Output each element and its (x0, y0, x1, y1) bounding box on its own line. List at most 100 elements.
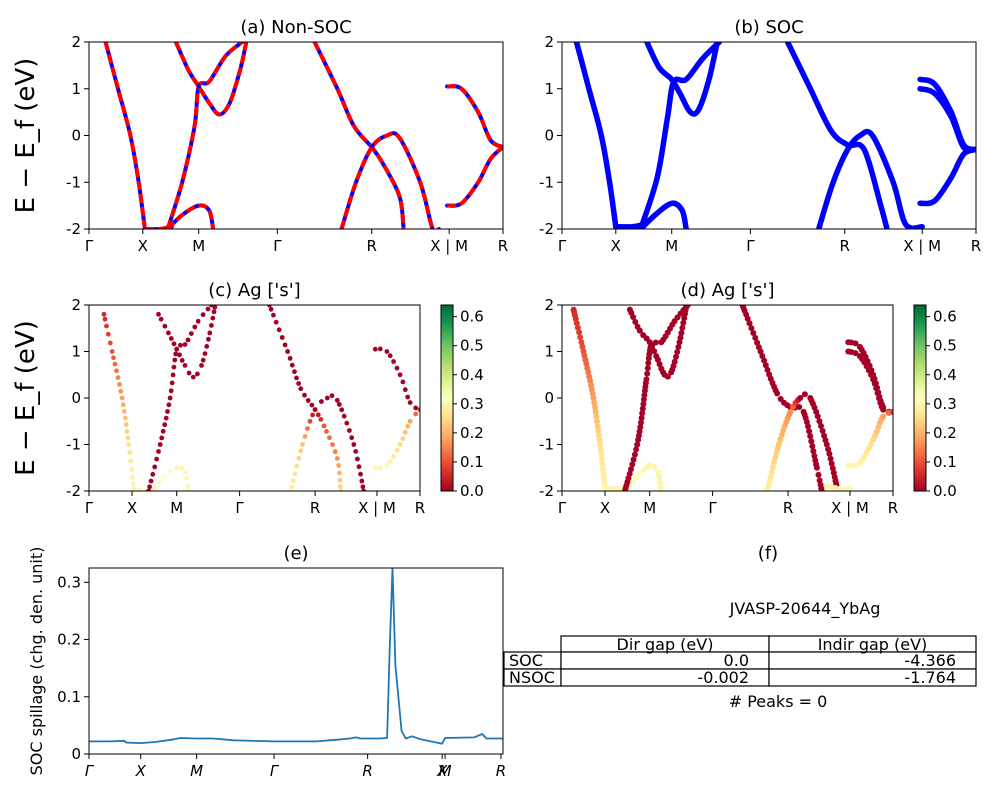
y-tick-label: 2 (544, 33, 554, 51)
band-point (210, 315, 216, 321)
band-point (821, 432, 828, 439)
band-point (677, 334, 684, 341)
band-point (120, 402, 126, 408)
band-point (640, 396, 647, 403)
band-point (656, 473, 663, 480)
band-point (632, 318, 639, 325)
band-point (294, 463, 300, 469)
band-point (119, 395, 125, 401)
y-tick-label: 2 (71, 33, 81, 51)
band-point (640, 401, 647, 407)
band-point (768, 469, 775, 476)
band-line (637, 200, 689, 229)
band-point (337, 484, 343, 489)
y-tick-label: 1 (544, 80, 554, 98)
band-point (195, 318, 201, 324)
band-point (808, 438, 815, 445)
x-tick-label: X | M (903, 237, 941, 255)
x-tick-label: Γ (85, 237, 94, 255)
band-point (868, 371, 875, 378)
band-point (787, 408, 794, 415)
band-point (814, 413, 821, 420)
band-point (678, 330, 685, 336)
band-line-overlay (174, 42, 249, 117)
band-point (683, 305, 690, 311)
band-point (294, 375, 299, 381)
band-point (296, 455, 302, 461)
band-point (131, 486, 137, 491)
band-point (590, 395, 597, 401)
x-tick-label: X | M (831, 499, 869, 517)
band-point (806, 428, 813, 435)
band-line (917, 86, 976, 153)
colorbar-tick-label: 0.4 (460, 366, 484, 384)
band-point (165, 409, 170, 414)
panel-d: 0.0 0.1 0.2 0.3 0.4 0.5 0.6 -2 -1 0 1 2 Γ X M Γ R X | M R (… (539, 280, 957, 517)
band-point (310, 412, 315, 418)
colorbar-tick-label: 0.0 (460, 482, 484, 500)
band-point (633, 446, 640, 453)
x-tick-label: X (600, 499, 610, 517)
band-point (598, 451, 605, 458)
band-point (880, 406, 887, 413)
x-tick-label: Γ (558, 237, 567, 255)
x-tick-label: R (362, 762, 372, 780)
band-point (360, 484, 366, 490)
band-point (324, 429, 329, 434)
band-point (290, 478, 296, 484)
band-point (185, 483, 191, 489)
band-point (417, 407, 420, 412)
band-point (818, 423, 824, 429)
table-row-label: NSOC (509, 668, 555, 687)
band-point (186, 370, 192, 376)
panel-title: (b) SOC (734, 17, 803, 38)
colorbar-tick-label: 0.2 (933, 424, 957, 442)
band-point (315, 412, 321, 418)
panel-e: 00.10.20.3Γ X M Γ R XM R(e)SOC spillage (chg. … (27, 543, 506, 780)
colorbar-tick-label: 0.4 (933, 366, 957, 384)
axes-frame (88, 41, 504, 230)
y-tick-label: 0.1 (57, 688, 81, 706)
y-tick-label: 0 (544, 389, 554, 407)
band-point (391, 453, 396, 459)
band-point (750, 330, 757, 336)
band-point (815, 471, 822, 478)
band-point (605, 485, 612, 491)
band-point (344, 420, 350, 426)
band-point (122, 415, 128, 421)
band-point (188, 331, 194, 336)
y-tick-label: 0 (71, 745, 81, 763)
band-point (292, 471, 298, 477)
band-point (394, 365, 400, 371)
x-tick-label: Γ (85, 499, 94, 517)
band-point (154, 456, 160, 462)
band-point (146, 488, 151, 491)
band-point (890, 408, 893, 415)
band-point (207, 330, 213, 336)
band-point (124, 429, 130, 434)
band-point (769, 464, 776, 471)
band-point (413, 405, 419, 411)
x-tick-label: R (888, 499, 898, 517)
band-point (329, 393, 335, 399)
band-point (273, 319, 279, 325)
band-point (205, 306, 211, 312)
band-point (123, 422, 129, 428)
x-tick-label: M (192, 237, 205, 255)
x-tick-label: X (611, 237, 621, 255)
y-tick-label: -1 (66, 436, 81, 454)
x-tick-label: R (498, 237, 508, 255)
band-point (157, 442, 163, 447)
band-point (801, 391, 808, 398)
panel-b: -2 -1 0 1 2 Γ X M Γ R X | M R (b) SOC (539, 17, 981, 255)
band-line (815, 128, 925, 229)
band-point (127, 450, 133, 455)
band-point (597, 441, 604, 448)
band-point (168, 336, 174, 341)
band-point (797, 395, 804, 401)
band-point (827, 455, 834, 462)
band-point (324, 395, 330, 401)
colorbar-tick-label: 0.1 (460, 453, 484, 471)
band-point (152, 464, 158, 470)
